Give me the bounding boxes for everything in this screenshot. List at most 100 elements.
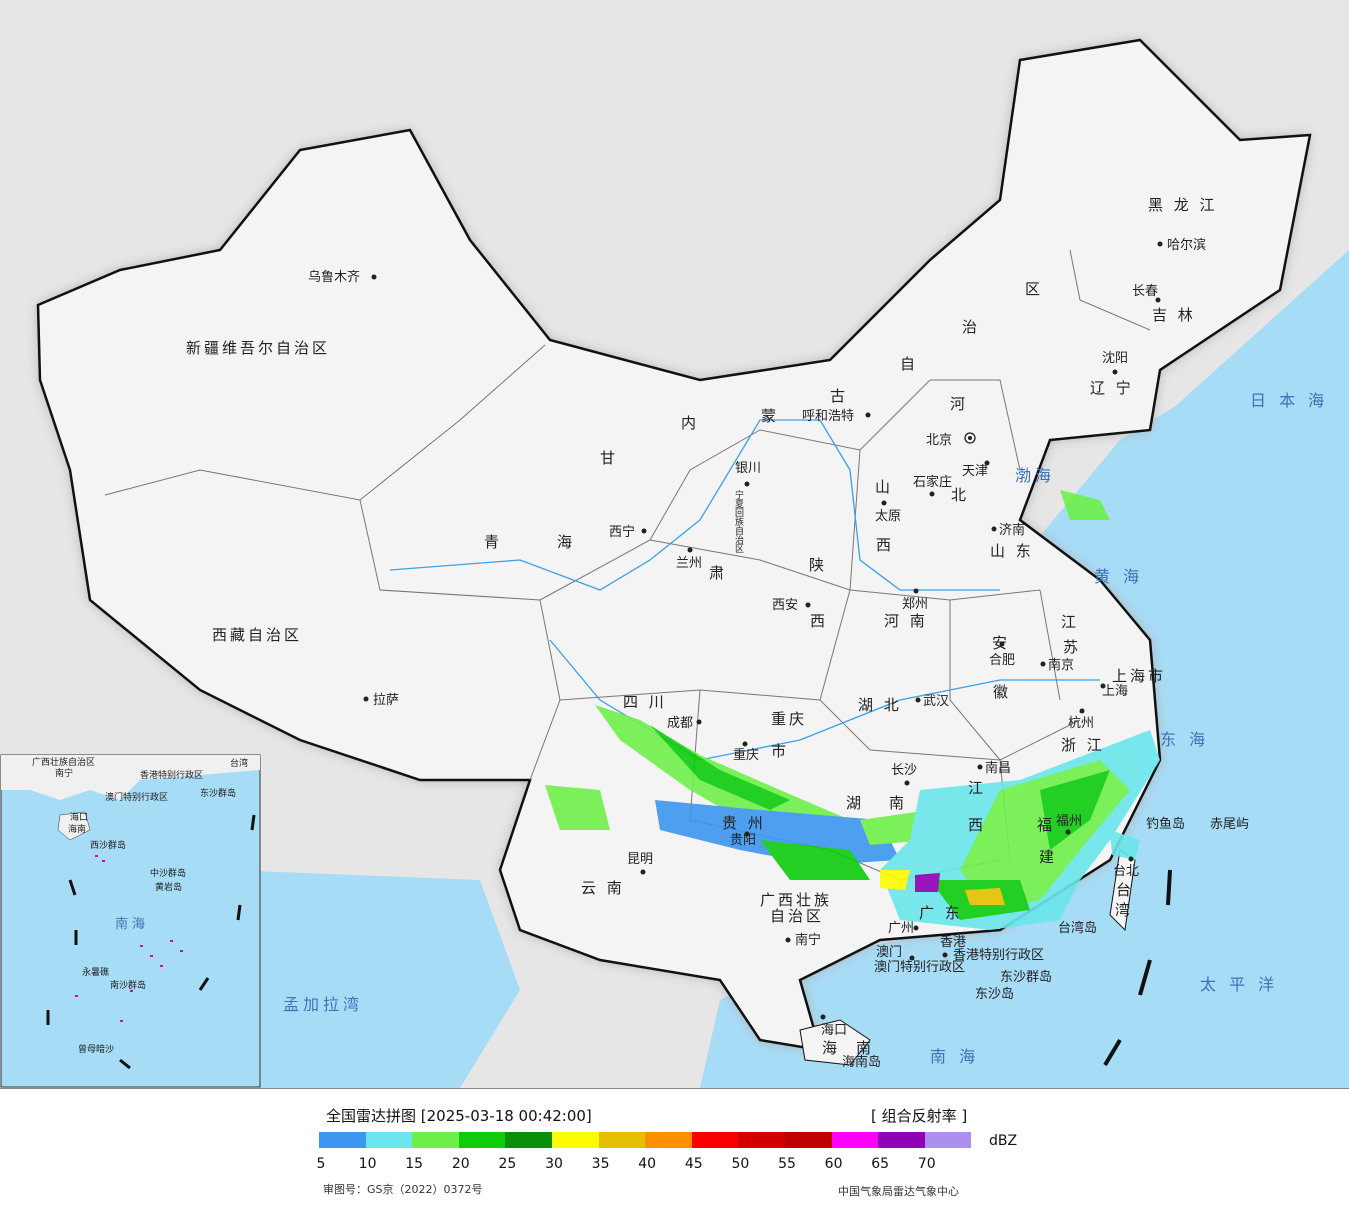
legend-tick-label: 55 (778, 1156, 796, 1172)
province-su2: 苏 (1063, 638, 1081, 656)
province-sichuan: 四 川 (623, 693, 667, 711)
sea-donghai: 东 海 (1160, 730, 1209, 749)
legend-swatch (738, 1132, 785, 1148)
province-gan: 甘 (600, 449, 618, 467)
province-guangxi-2: 自治区 (770, 907, 824, 925)
province-xi3: 西 (968, 816, 986, 834)
inset-label-dongsha: 东沙群岛 (200, 787, 236, 799)
city-taiyuan: 太原 (875, 500, 901, 524)
svg-text:长春: 长春 (1132, 284, 1158, 299)
city-hangzhou: 杭州 (1068, 708, 1094, 731)
svg-text:银川: 银川 (735, 461, 761, 476)
city-urumqi: 乌鲁木齐 (308, 269, 377, 285)
province-zhi: 治 (962, 318, 980, 336)
svg-text:西安: 西安 (772, 598, 798, 613)
province-jiang: 江 (1061, 613, 1079, 631)
province-shi: 市 (771, 742, 789, 760)
legend-tick-label: 50 (731, 1156, 750, 1172)
city-harbin: 哈尔滨 (1157, 237, 1206, 253)
city-beijing: 北京 (926, 432, 976, 448)
legend-tick-label: 10 (358, 1156, 377, 1172)
radar-echoes (545, 490, 1160, 930)
svg-text:昆明: 昆明 (627, 852, 653, 867)
legend-tick-label: 30 (545, 1156, 563, 1172)
legend-swatch (458, 1132, 506, 1148)
legend-swatch (831, 1132, 879, 1148)
svg-text:海口: 海口 (821, 1023, 847, 1038)
city-hongkong: 香港 (940, 935, 966, 958)
svg-text:兰州: 兰州 (676, 556, 702, 571)
svg-text:长沙: 长沙 (891, 763, 917, 778)
province-hai2: 海 (822, 1039, 840, 1057)
province-hui: 徽 (993, 683, 1011, 701)
svg-text:南宁: 南宁 (795, 932, 821, 948)
svg-text:石家庄: 石家庄 (913, 474, 952, 490)
inset-label-nanning: 南宁 (55, 767, 73, 779)
inset-label-taiwan: 台湾 (230, 757, 248, 769)
province-hu: 湖 (846, 794, 864, 812)
rivers (389, 419, 1100, 761)
province-heilongjiang: 黑 龙 江 (1148, 196, 1218, 214)
svg-text:福州: 福州 (1056, 814, 1082, 829)
province-nei: 内 (681, 414, 699, 432)
svg-text:济南: 济南 (999, 522, 1025, 538)
legend-source: 中国气象局雷达气象中心 (838, 1185, 959, 1198)
province-tai: 台 (1116, 881, 1134, 899)
province-liaoning: 辽 宁 (1090, 379, 1134, 397)
city-guiyang: 贵阳 (730, 831, 756, 848)
svg-text:杭州: 杭州 (1068, 716, 1094, 731)
province-yunnan: 云 南 (581, 879, 625, 897)
inset-label-guangxi: 广西壮族自治区 (32, 756, 95, 768)
legend-tick-label: 25 (498, 1156, 517, 1172)
legend-swatch (878, 1132, 925, 1148)
province-nan: 南 (889, 794, 907, 812)
province-henan: 河 南 (884, 612, 928, 630)
city-chengdu: 成都 (667, 716, 702, 731)
legend-tick-label: 70 (917, 1156, 936, 1172)
island-dongsha-group: 东沙群岛 (1000, 969, 1052, 985)
inset-label-xisha: 西沙群岛 (90, 839, 126, 851)
province-labels: 新疆维吾尔自治区 西藏自治区 青 海 甘 肃 宁夏回族自治区 内 蒙 古 自 治… (186, 196, 1218, 1057)
legend-product-label: [ 组合反射率 ] (871, 1107, 968, 1125)
city-haikou: 海口 (820, 1014, 847, 1038)
city-guangzhou: 广州 (888, 921, 919, 936)
province-jiang2: 江 (968, 779, 986, 797)
svg-text:武汉: 武汉 (923, 694, 949, 709)
bay-of-bengal (230, 870, 520, 1088)
island-chiwei: 赤尾屿 (1210, 817, 1249, 832)
city-taipei: 台北 (1113, 856, 1139, 879)
province-meng: 蒙 (761, 407, 779, 425)
sea-pacific: 太 平 洋 (1200, 975, 1278, 994)
legend-tick-label: 35 (591, 1156, 610, 1172)
svg-text:太原: 太原 (875, 509, 901, 524)
province-hubei: 湖 北 (858, 696, 902, 714)
city-hohhot: 呼和浩特 (802, 409, 871, 424)
province-qu: 区 (1025, 280, 1043, 298)
sea-huanghai: 黄 海 (1094, 567, 1143, 586)
city-changsha: 长沙 (891, 763, 917, 786)
legend-tick-label: 15 (405, 1156, 424, 1172)
inset-label-yongshu: 永暑礁 (82, 966, 109, 978)
svg-text:乌鲁木齐: 乌鲁木齐 (308, 269, 360, 285)
province-he: 河 (950, 395, 968, 413)
province-shan: 山 (875, 478, 893, 496)
city-chongqing: 重庆 (733, 741, 759, 763)
svg-text:呼和浩特: 呼和浩特 (802, 409, 854, 424)
province-shanghai: 上海市 (1112, 667, 1166, 685)
province-ningxia: 宁夏回族自治区 (733, 489, 744, 553)
legend-tick-label: 60 (824, 1156, 843, 1172)
province-su: 肃 (709, 564, 727, 582)
svg-text:南京: 南京 (1048, 657, 1074, 673)
legend-tick-label: 40 (638, 1156, 657, 1172)
svg-text:上海: 上海 (1102, 684, 1128, 699)
japan-sea (1160, 250, 1349, 470)
svg-text:哈尔滨: 哈尔滨 (1167, 237, 1206, 253)
city-wuhan: 武汉 (915, 694, 949, 709)
legend-swatch (598, 1132, 646, 1148)
province-shaan: 陕 (809, 556, 827, 574)
legend-swatch (645, 1132, 692, 1148)
legend-swatch (784, 1132, 832, 1148)
province-bei: 北 (951, 486, 969, 504)
svg-text:台北: 台北 (1113, 864, 1139, 879)
province-jian: 建 (1039, 848, 1057, 866)
